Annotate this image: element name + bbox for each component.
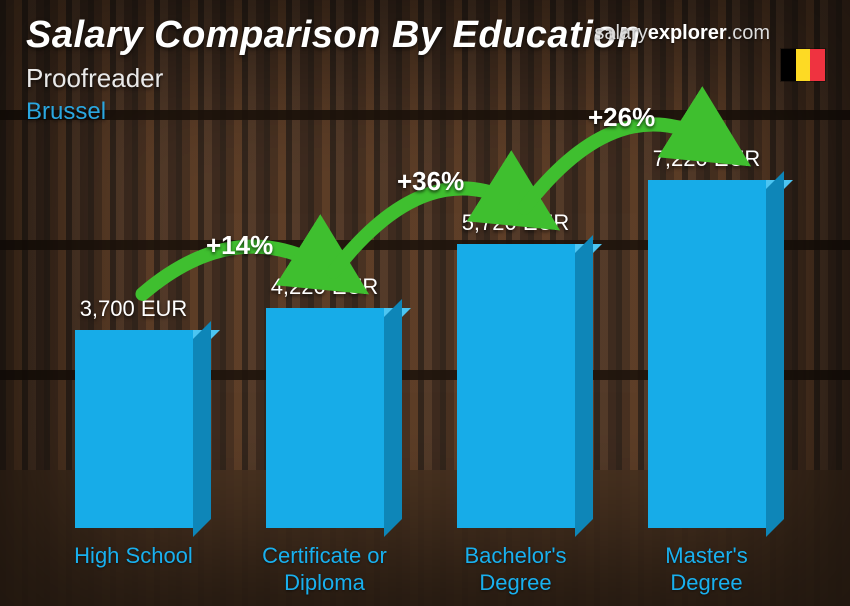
flag-stripe-1	[781, 49, 796, 81]
brand-bold: explorer	[648, 22, 727, 44]
increment-arc	[525, 124, 716, 208]
chart-area: 3,700 EUR4,220 EUR5,720 EUR7,220 EUR +14…	[38, 150, 802, 528]
increment-arc	[334, 188, 525, 272]
x-label: High School	[58, 543, 209, 596]
x-label: Master'sDegree	[631, 543, 782, 596]
brand-suffix: .com	[727, 22, 770, 44]
x-label: Bachelor'sDegree	[440, 543, 591, 596]
increment-arcs	[38, 90, 802, 528]
brand-label: salaryexplorer.com	[594, 22, 770, 45]
flag-stripe-3	[810, 49, 825, 81]
increment-label: +36%	[397, 166, 464, 197]
brand-prefix: salary	[594, 22, 647, 44]
flag-icon	[780, 48, 826, 82]
flag-stripe-2	[796, 49, 811, 81]
chart-stage: Salary Comparison By Education Proofread…	[0, 0, 850, 606]
increment-label: +26%	[588, 102, 655, 133]
increment-label: +14%	[206, 230, 273, 261]
x-label: Certificate orDiploma	[249, 543, 400, 596]
x-labels: High School Certificate orDiploma Bachelor…	[38, 543, 802, 596]
